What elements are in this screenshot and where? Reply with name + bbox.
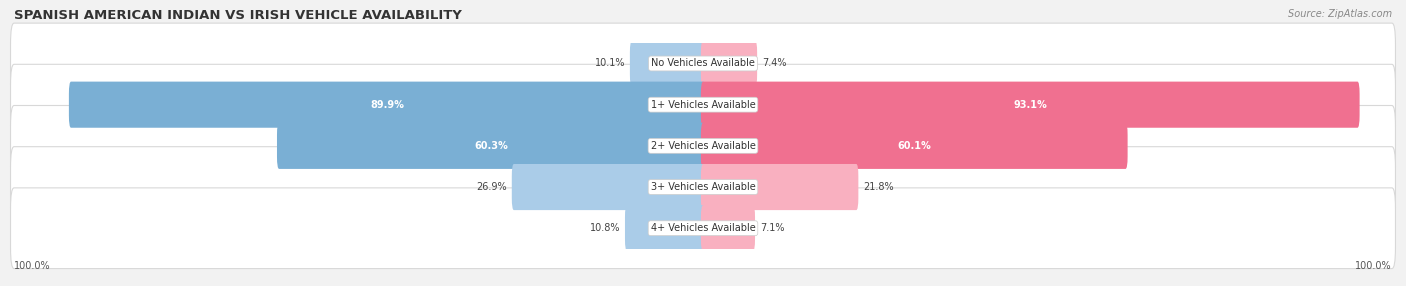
FancyBboxPatch shape — [512, 164, 706, 210]
Text: 100.0%: 100.0% — [1355, 261, 1392, 271]
Text: 7.1%: 7.1% — [759, 223, 785, 233]
Text: 10.1%: 10.1% — [595, 59, 624, 68]
Text: 10.8%: 10.8% — [589, 223, 620, 233]
FancyBboxPatch shape — [69, 82, 704, 128]
FancyBboxPatch shape — [10, 147, 1395, 227]
FancyBboxPatch shape — [10, 188, 1395, 269]
Text: 7.4%: 7.4% — [762, 59, 786, 68]
FancyBboxPatch shape — [700, 123, 1128, 169]
Text: Source: ZipAtlas.com: Source: ZipAtlas.com — [1288, 9, 1392, 19]
Text: No Vehicles Available: No Vehicles Available — [651, 59, 755, 68]
Text: 3+ Vehicles Available: 3+ Vehicles Available — [651, 182, 755, 192]
Text: 89.9%: 89.9% — [370, 100, 404, 110]
FancyBboxPatch shape — [700, 40, 756, 87]
FancyBboxPatch shape — [10, 64, 1395, 145]
Text: 60.3%: 60.3% — [474, 141, 508, 151]
Text: 100.0%: 100.0% — [14, 261, 51, 271]
Text: 60.1%: 60.1% — [897, 141, 931, 151]
FancyBboxPatch shape — [10, 106, 1395, 186]
FancyBboxPatch shape — [700, 205, 755, 251]
FancyBboxPatch shape — [10, 23, 1395, 104]
FancyBboxPatch shape — [277, 123, 706, 169]
FancyBboxPatch shape — [700, 164, 858, 210]
Text: SPANISH AMERICAN INDIAN VS IRISH VEHICLE AVAILABILITY: SPANISH AMERICAN INDIAN VS IRISH VEHICLE… — [14, 9, 463, 21]
Text: 93.1%: 93.1% — [1014, 100, 1047, 110]
FancyBboxPatch shape — [624, 205, 706, 251]
Text: 4+ Vehicles Available: 4+ Vehicles Available — [651, 223, 755, 233]
FancyBboxPatch shape — [700, 82, 1360, 128]
Text: 21.8%: 21.8% — [863, 182, 894, 192]
Text: 26.9%: 26.9% — [477, 182, 508, 192]
Text: 1+ Vehicles Available: 1+ Vehicles Available — [651, 100, 755, 110]
FancyBboxPatch shape — [630, 40, 706, 87]
Text: 2+ Vehicles Available: 2+ Vehicles Available — [651, 141, 755, 151]
